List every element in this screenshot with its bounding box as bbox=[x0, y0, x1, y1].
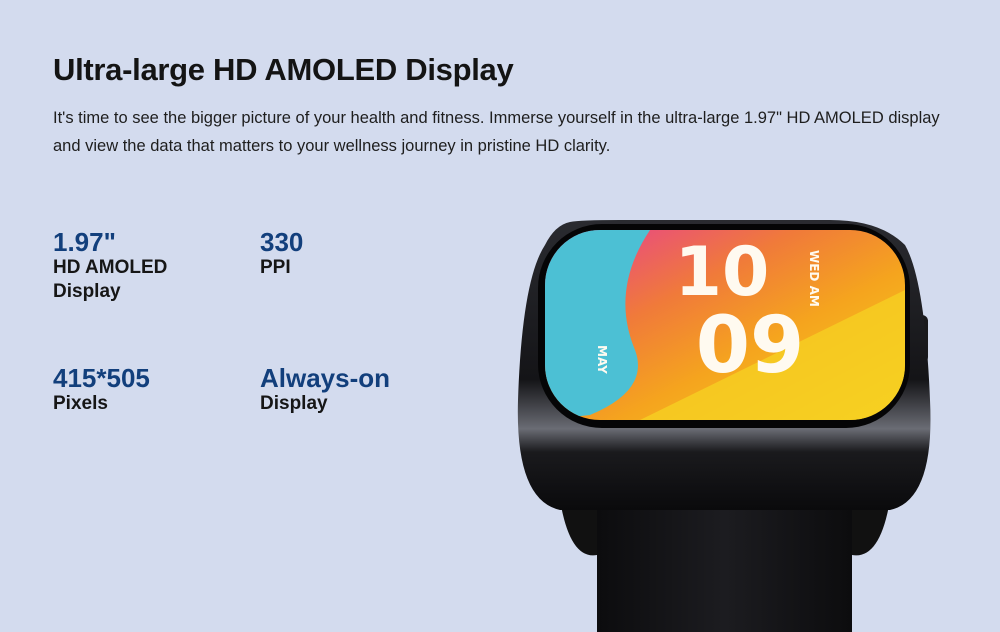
spec-value: 415*505 bbox=[53, 363, 150, 393]
spec-label: Display bbox=[260, 393, 328, 414]
spec-label: Pixels bbox=[53, 393, 108, 414]
spec-ppi: 330 PPI bbox=[260, 228, 303, 280]
spec-resolution: 415*505 Pixels bbox=[53, 364, 150, 416]
section-title: Ultra-large HD AMOLED Display bbox=[53, 52, 514, 87]
section-description: It's time to see the bigger picture of y… bbox=[53, 109, 940, 155]
spec-always-on: Always-on Display bbox=[260, 364, 390, 416]
watch-minute: 09 bbox=[696, 301, 805, 391]
spec-value: Always-on bbox=[260, 363, 391, 393]
spec-screen-size: 1.97" HD AMOLED Display bbox=[53, 228, 167, 304]
spec-label: HD AMOLED bbox=[53, 257, 168, 278]
watch-screen: 10 09 WED AM MAY bbox=[545, 230, 905, 420]
spec-value: 330 bbox=[260, 227, 304, 257]
watch-month: MAY bbox=[595, 345, 609, 374]
spec-label: PPI bbox=[260, 257, 291, 278]
watch-day-ampm: WED AM bbox=[807, 250, 821, 307]
smartwatch-image: 10 09 WED AM MAY bbox=[517, 220, 931, 632]
watch-hour: 10 bbox=[675, 233, 770, 312]
watch-strap bbox=[597, 490, 852, 632]
spec-value: 1.97" bbox=[53, 227, 116, 257]
spec-label: Display bbox=[53, 281, 121, 302]
